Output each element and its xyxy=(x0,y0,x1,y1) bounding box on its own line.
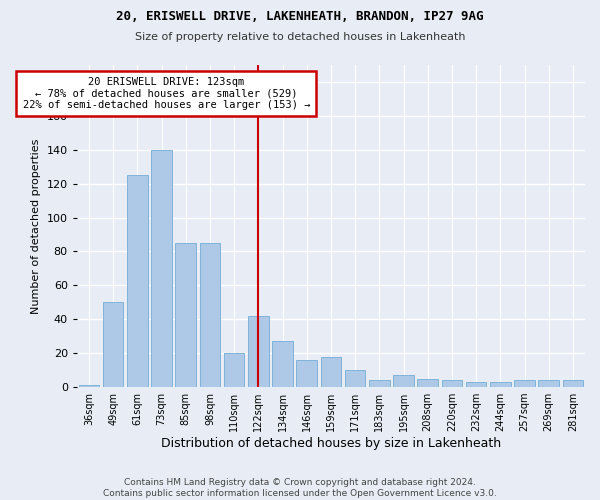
Bar xyxy=(151,150,172,387)
Bar xyxy=(200,243,220,387)
Bar xyxy=(514,380,535,387)
Text: Size of property relative to detached houses in Lakenheath: Size of property relative to detached ho… xyxy=(135,32,465,42)
Bar xyxy=(442,380,462,387)
Bar xyxy=(103,302,124,387)
Bar xyxy=(79,386,99,387)
Bar xyxy=(345,370,365,387)
Bar xyxy=(538,380,559,387)
Bar xyxy=(466,382,487,387)
Text: 20, ERISWELL DRIVE, LAKENHEATH, BRANDON, IP27 9AG: 20, ERISWELL DRIVE, LAKENHEATH, BRANDON,… xyxy=(116,10,484,23)
Bar xyxy=(369,380,389,387)
Bar xyxy=(272,342,293,387)
Bar xyxy=(490,382,511,387)
X-axis label: Distribution of detached houses by size in Lakenheath: Distribution of detached houses by size … xyxy=(161,437,501,450)
Bar xyxy=(320,356,341,387)
Bar xyxy=(248,316,269,387)
Bar xyxy=(296,360,317,387)
Bar xyxy=(224,353,244,387)
Bar xyxy=(563,380,583,387)
Bar xyxy=(127,175,148,387)
Bar xyxy=(175,243,196,387)
Bar xyxy=(393,375,414,387)
Text: 20 ERISWELL DRIVE: 123sqm
← 78% of detached houses are smaller (529)
22% of semi: 20 ERISWELL DRIVE: 123sqm ← 78% of detac… xyxy=(23,77,310,110)
Bar xyxy=(418,378,438,387)
Y-axis label: Number of detached properties: Number of detached properties xyxy=(31,138,41,314)
Text: Contains HM Land Registry data © Crown copyright and database right 2024.
Contai: Contains HM Land Registry data © Crown c… xyxy=(103,478,497,498)
